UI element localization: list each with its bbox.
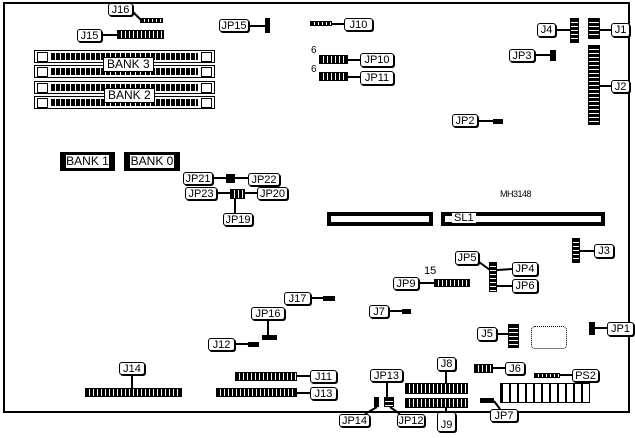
j12-header: [248, 342, 259, 347]
jp3-label: JP3: [509, 49, 535, 62]
j6-label: J6: [505, 362, 525, 375]
j11-label: J11: [310, 370, 337, 383]
j16-label: J16: [108, 3, 133, 16]
j6-header: [474, 364, 493, 373]
jp5-label: JP5: [455, 251, 479, 265]
j17-header: [323, 296, 335, 301]
model-code: MH3148: [500, 189, 532, 199]
jp16-jumper: [262, 335, 277, 340]
j8-label: J8: [437, 357, 456, 371]
jp6-label: JP6: [512, 279, 538, 293]
jp11-pin6-mark: 6: [311, 64, 317, 75]
jp10-label: JP10: [360, 53, 394, 67]
jp14-jumper: [374, 397, 379, 407]
jp7-label: JP7: [490, 409, 518, 422]
power-connector: [500, 383, 590, 403]
j2-header: [588, 45, 600, 125]
sl1-label: SL1: [452, 212, 476, 224]
battery-chip-outline: [531, 326, 567, 349]
bank-0-socket: BANK 0: [124, 152, 180, 171]
jp12-jp13-jumper: [384, 397, 394, 407]
j17-label: J17: [284, 292, 311, 305]
jp21-jp22-jumper: [226, 174, 235, 183]
jp4-jp5-jp6-jumpers: [489, 262, 497, 292]
jp20-label: JP20: [257, 187, 288, 200]
jp2-jumper: [493, 119, 503, 124]
jp3-jumper: [550, 50, 556, 61]
jp13-label: JP13: [370, 369, 403, 382]
jp23-label: JP23: [185, 187, 217, 200]
j9-header: [405, 398, 468, 408]
jp11-label: JP11: [360, 71, 394, 85]
bank-2-label: BANK 2: [104, 88, 155, 103]
j2-label: J2: [611, 80, 630, 93]
bank-1-label: BANK 1: [66, 154, 109, 168]
j1-label: J1: [611, 23, 630, 37]
expansion-slot-sl1: [441, 212, 605, 226]
j4-label: J4: [537, 23, 556, 37]
jp19-label: JP19: [223, 213, 253, 226]
j15-label: J15: [77, 29, 102, 42]
j4-header: [570, 18, 579, 43]
j7-label: J7: [369, 305, 389, 318]
jp10-header: [319, 55, 348, 64]
jp9-label: JP9: [393, 277, 419, 290]
j13-header: [216, 388, 297, 397]
j14-label: J14: [119, 362, 145, 375]
j10-header: [310, 21, 332, 26]
ps2-label: PS2: [572, 369, 599, 382]
jp1-jumper: [589, 322, 595, 335]
j14-header: [85, 388, 182, 397]
j7-header: [402, 309, 411, 314]
jp21-label: JP21: [183, 172, 213, 185]
jp1-label: JP1: [607, 322, 634, 336]
jp2-label: JP2: [452, 114, 478, 127]
ps2-header: [534, 373, 560, 378]
j5-label: J5: [477, 327, 497, 341]
j5-header: [508, 324, 519, 348]
j15-header: [117, 30, 164, 39]
jp12-label: JP12: [397, 414, 425, 427]
bank-0-label: BANK 0: [130, 154, 174, 168]
jp19-20-23-jumper: [230, 189, 245, 199]
jp11-header: [319, 72, 348, 81]
j9-label: J9: [437, 412, 456, 432]
j3-label: J3: [594, 244, 614, 258]
j8-header: [405, 383, 468, 394]
j16-header: [140, 18, 163, 23]
bank-3-label: BANK 3: [103, 57, 154, 72]
j10-label: J10: [344, 18, 373, 31]
j11-header: [235, 372, 297, 381]
jp15-jumper: [265, 18, 270, 33]
j3-header: [572, 238, 580, 263]
jp14-label: JP14: [339, 414, 370, 427]
jp16-label: JP16: [251, 307, 285, 320]
j13-label: J13: [310, 387, 337, 400]
bank-1-socket: BANK 1: [60, 152, 115, 171]
jp4-label: JP4: [512, 262, 538, 276]
j1-header: [588, 18, 600, 39]
jp15-label: JP15: [219, 19, 249, 32]
jp10-pin6-mark: 6: [311, 45, 317, 56]
jp22-label: JP22: [248, 173, 280, 186]
motherboard-outline: [3, 2, 630, 413]
jp7-jumper: [480, 398, 494, 403]
expansion-slot-left: [327, 212, 433, 226]
jp9-header: [434, 279, 470, 287]
jp9-pin15-mark: 15: [424, 265, 437, 277]
j12-label: J12: [208, 338, 235, 351]
